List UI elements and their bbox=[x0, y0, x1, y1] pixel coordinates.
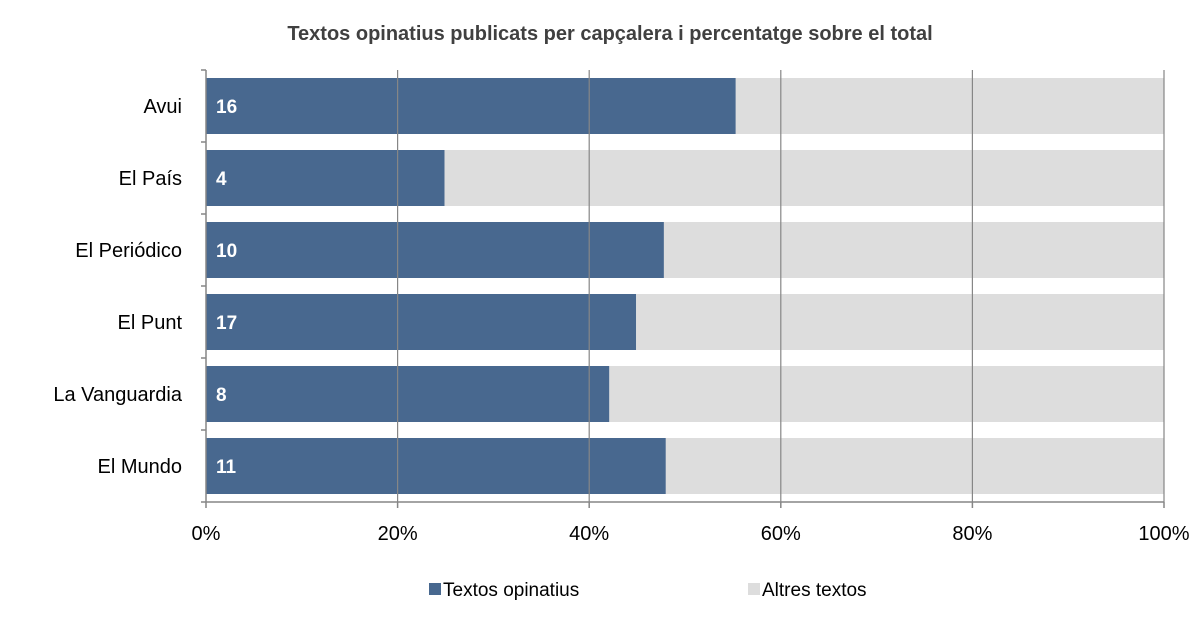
legend: Textos opinatius Altres textos bbox=[429, 580, 867, 601]
bar-opinion-2 bbox=[206, 222, 664, 278]
x-tick-label-2: 40% bbox=[569, 523, 609, 545]
data-label-2: 10 bbox=[216, 241, 237, 262]
category-label-1: El País bbox=[119, 168, 182, 190]
x-tick-label-1: 20% bbox=[378, 523, 418, 545]
bar-opinion-0 bbox=[206, 78, 736, 134]
bar-opinion-3 bbox=[206, 294, 637, 350]
data-label-1: 4 bbox=[216, 169, 227, 190]
legend-label-1: Altres textos bbox=[762, 580, 867, 601]
legend-label-0: Textos opinatius bbox=[443, 580, 579, 601]
category-label-3: El Punt bbox=[118, 312, 183, 334]
chart-title: Textos opinatius publicats per capçalera… bbox=[287, 23, 932, 45]
bar-opinion-1 bbox=[206, 150, 445, 206]
legend-swatch-0 bbox=[429, 583, 441, 595]
data-label-0: 16 bbox=[216, 97, 237, 118]
x-tick-label-0: 0% bbox=[192, 523, 221, 545]
x-tick-label-5: 100% bbox=[1138, 523, 1189, 545]
data-label-3: 17 bbox=[216, 313, 237, 334]
category-label-2: El Periódico bbox=[75, 240, 182, 262]
x-tick-label-3: 60% bbox=[761, 523, 801, 545]
bar-other-2 bbox=[663, 222, 1164, 278]
data-label-5: 11 bbox=[216, 457, 237, 478]
bar-other-0 bbox=[735, 78, 1164, 134]
plot-area: Avui El País El Periódico El Punt La Vanguar… bbox=[53, 69, 1190, 545]
legend-swatch-1 bbox=[748, 583, 760, 595]
data-label-4: 8 bbox=[216, 385, 227, 406]
category-label-4: La Vanguardia bbox=[53, 384, 183, 406]
bar-other-1 bbox=[444, 150, 1164, 206]
bar-other-5 bbox=[665, 438, 1164, 494]
bar-opinion-4 bbox=[206, 366, 610, 422]
bar-opinion-5 bbox=[206, 438, 666, 494]
category-label-0: Avui bbox=[143, 96, 182, 118]
x-tick-label-4: 80% bbox=[952, 523, 992, 545]
bar-other-3 bbox=[636, 294, 1164, 350]
category-label-5: El Mundo bbox=[98, 456, 183, 478]
bar-other-4 bbox=[609, 366, 1164, 422]
